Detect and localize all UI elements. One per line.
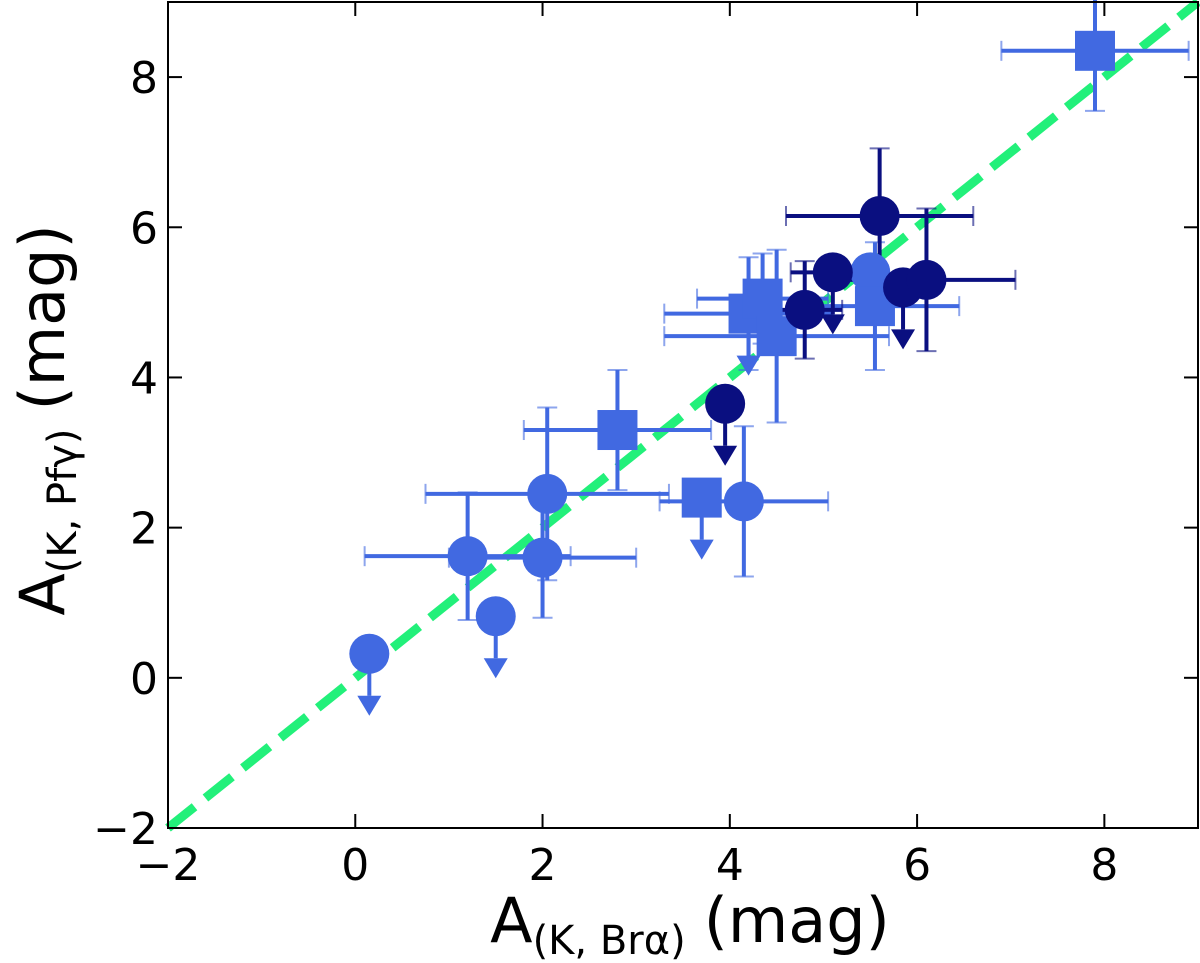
data-point-square <box>1075 30 1115 71</box>
upper-limit-arrow-icon <box>891 329 916 350</box>
upper-limit-arrow-icon <box>357 695 382 716</box>
x-tick-label: −2 <box>136 840 201 891</box>
y-tick-label: 4 <box>130 353 158 404</box>
upper-limit-arrow-icon <box>689 539 714 560</box>
x-axis-title-subscript: (K, Brα) <box>533 918 686 963</box>
x-tick-label: 2 <box>529 840 557 891</box>
x-tick-labels: −2 0 2 4 6 8 <box>136 840 1119 891</box>
upper-limit-arrow-icon <box>483 658 508 679</box>
data-point-circle <box>812 252 853 293</box>
data-point-circle <box>349 633 390 674</box>
data-point-square <box>681 477 722 518</box>
x-axis-title: A(K, Brα) (mag) <box>490 884 890 963</box>
data-point-circle <box>850 252 891 293</box>
x-axis-title-main: A <box>490 884 532 957</box>
x-tick-label: 4 <box>716 840 744 891</box>
data-point-circle <box>723 481 764 522</box>
x-axis-title-unit: (mag) <box>704 884 890 957</box>
data-point-circle <box>859 196 900 237</box>
x-tick-label: 8 <box>1090 840 1118 891</box>
data-point-circle <box>447 536 488 577</box>
y-tick-label: −2 <box>93 804 158 855</box>
y-axis-title-main: A <box>6 573 79 615</box>
y-axis-title-subscript: (K, Pfγ) <box>40 428 86 573</box>
data-point-circle <box>522 537 563 578</box>
data-point-circle <box>784 289 825 330</box>
data-point-circle <box>705 383 746 424</box>
upper-limit-arrow-icon <box>736 355 761 376</box>
y-tick-label: 8 <box>130 53 158 104</box>
plot-frame <box>167 1 1199 829</box>
data-point-square <box>742 278 783 319</box>
upper-limit-arrow-icon <box>713 445 738 466</box>
y-tick-label: 0 <box>130 654 158 705</box>
one-to-one-reference-line <box>165 0 1200 832</box>
y-tick-labels: −2 0 2 4 6 8 <box>93 53 158 855</box>
data-point-circle <box>906 259 947 300</box>
y-axis-title: A(K, Pfγ) (mag) <box>6 224 86 615</box>
data-point-square <box>597 410 638 451</box>
y-axis-title-unit: (mag) <box>6 224 79 410</box>
upper-limit-arrow-icon <box>820 314 845 335</box>
x-tick-label: 0 <box>341 840 369 891</box>
x-tick-label: 6 <box>903 840 931 891</box>
data-point-circle <box>475 596 516 637</box>
y-tick-label: 2 <box>130 504 158 555</box>
markers-layer <box>349 30 1115 674</box>
y-tick-label: 6 <box>130 203 158 254</box>
data-point-circle <box>527 473 568 514</box>
